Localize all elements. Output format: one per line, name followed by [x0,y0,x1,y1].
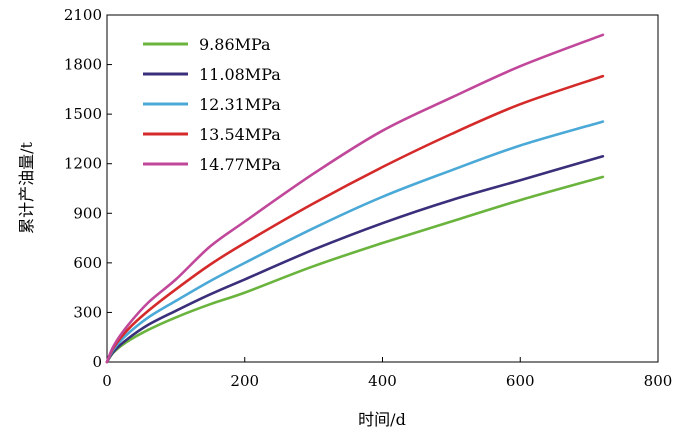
legend-label: 9.86MPa [199,35,271,54]
y-tick-label: 1500 [64,105,102,123]
series-line [105,74,605,364]
series-line [105,33,605,364]
y-tick-label: 300 [73,303,102,321]
series-line [105,120,605,364]
y-tick-label: 0 [92,353,102,371]
legend-label: 11.08MPa [199,65,281,84]
x-tick-label: 800 [644,372,673,390]
legend-label: 13.54MPa [199,125,281,144]
x-axis: 0 200 400 600 800 [102,357,672,390]
x-tick-label: 400 [368,372,397,390]
y-tick-label: 900 [73,204,102,222]
plot-frame [106,14,659,363]
series-lines [105,33,605,364]
y-tick-label: 2100 [64,6,102,24]
legend-label: 14.77MPa [199,155,281,174]
legend: 9.86MPa 11.08MPa 12.31MPa 13.54MPa 14.77MPa [143,35,281,174]
y-axis-label: 累计产油量/t [17,142,36,234]
y-tick-label: 1800 [64,56,102,74]
series-line [105,155,605,364]
y-tick-label: 600 [73,254,102,272]
x-axis-label: 时间/d [358,410,406,429]
y-tick-label: 1200 [64,155,102,173]
y-axis: 0 300 600 900 1200 1500 1800 2100 [64,6,112,371]
x-tick-label: 200 [230,372,259,390]
legend-label: 12.31MPa [199,95,281,114]
series-line [105,175,605,364]
x-tick-label: 600 [506,372,535,390]
x-tick-label: 0 [102,372,112,390]
